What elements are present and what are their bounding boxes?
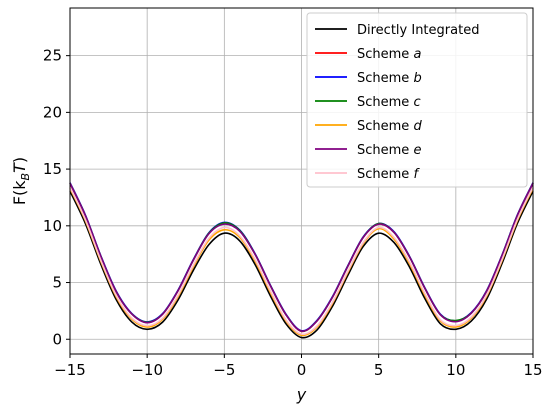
y-axis-label: F(kBT) <box>10 157 32 205</box>
x-tick-label: 5 <box>374 361 384 379</box>
y-label-main: F(k <box>10 180 29 205</box>
x-tick-label: 10 <box>446 361 465 379</box>
x-tick-label: 15 <box>523 361 542 379</box>
x-axis-label: y <box>296 385 307 404</box>
legend-label-scheme-letter: a <box>413 47 421 62</box>
x-tick-label: −10 <box>131 361 163 379</box>
series-line-4 <box>69 188 534 337</box>
legend-label-scheme-letter: b <box>413 71 421 86</box>
y-label-italic: T <box>10 162 29 173</box>
series-line-6 <box>69 186 534 336</box>
y-tick-label: 5 <box>52 274 62 292</box>
legend-label: Scheme c <box>357 95 421 110</box>
y-axis-ticks: 0 5 10 15 20 25 <box>43 47 70 348</box>
legend-label: Scheme a <box>357 47 421 62</box>
y-tick-label: 10 <box>43 217 62 235</box>
series-lines <box>69 182 534 339</box>
legend-label: Directly Integrated <box>357 23 479 38</box>
x-tick-label: −15 <box>54 361 86 379</box>
legend-label: Scheme d <box>357 119 422 134</box>
legend-label-scheme-letter: e <box>413 143 421 158</box>
y-tick-label: 15 <box>43 160 62 178</box>
y-tick-label: 0 <box>52 330 62 348</box>
legend-box <box>306 12 528 188</box>
legend-label: Scheme e <box>357 143 421 158</box>
series-line-5 <box>69 182 534 332</box>
legend-label-text: Scheme <box>357 119 413 134</box>
legend-label-text: Scheme <box>357 71 413 86</box>
x-axis-ticks: −15 −10 −5 0 5 10 15 <box>54 354 543 379</box>
y-tick-label: 25 <box>43 47 62 65</box>
legend-label-text: Directly Integrated <box>357 23 479 38</box>
legend-label-text: Scheme <box>357 95 413 110</box>
x-tick-label: −5 <box>213 361 235 379</box>
legend-label: Scheme f <box>357 167 420 182</box>
y-label-subscript: B <box>19 173 32 181</box>
legend-label-scheme-letter: f <box>413 167 420 182</box>
series-line-0 <box>69 190 534 339</box>
legend-label: Scheme b <box>357 71 422 86</box>
legend-label-text: Scheme <box>357 167 413 182</box>
legend-label-scheme-letter: d <box>413 119 422 134</box>
y-label-close: ) <box>10 157 29 163</box>
legend-label-text: Scheme <box>357 143 413 158</box>
y-tick-label: 20 <box>43 103 62 121</box>
legend-label-scheme-letter: c <box>413 95 420 110</box>
x-tick-label: 0 <box>297 361 307 379</box>
legend-label-text: Scheme <box>357 47 413 62</box>
